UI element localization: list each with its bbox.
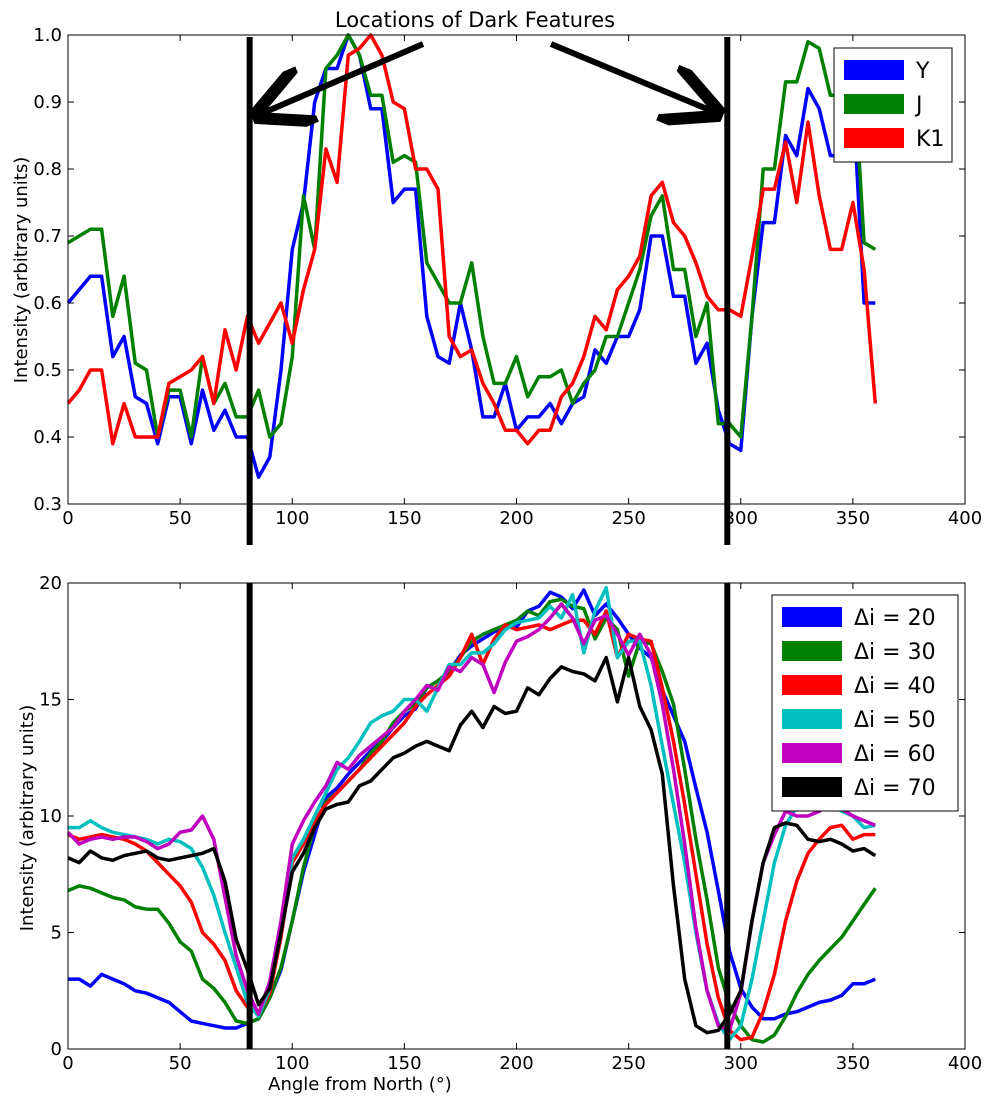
bottom-y-tick-label: 0 [51,1039,62,1060]
top-y-tick-label: 0.7 [33,226,62,247]
bottom-y-tick-label: 15 [39,690,62,711]
top-x-tick-label: 50 [169,508,192,529]
bottom-x-tick-label: 250 [611,1053,645,1074]
top-plot-area [68,35,965,504]
arrow-left [263,41,425,113]
bottom-legend-label: Δi = 70 [854,776,936,801]
top-legend-label: J [914,93,923,118]
top-y-tick-label: 0.6 [33,293,62,314]
bottom-series-line-4 [68,585,876,1042]
top-x-ticks: 0 50 100 150 200 250 300 350 400 [62,35,982,529]
top-x-tick-label: 350 [836,508,870,529]
top-x-tick-label: 250 [611,508,645,529]
top-legend-swatch [844,94,904,114]
bottom-y-tick-label: 20 [39,573,62,594]
bottom-legend-swatch [782,607,842,627]
bottom-x-tick-label: 300 [724,1053,758,1074]
top-x-tick-label: 400 [948,508,982,529]
bottom-x-tick-label: 50 [169,1053,192,1074]
bottom-y-tick-label: 5 [51,923,62,944]
top-y-tick-label: 0.9 [33,92,62,113]
top-x-tick-label: 200 [499,508,533,529]
top-chart: 0 50 100 150 200 250 300 350 400 0.3 0.4 0.5 0.6 0.7… [11,25,982,529]
top-x-tick-label: 150 [387,508,421,529]
bottom-x-tick-label: 150 [387,1053,421,1074]
bottom-legend-label: Δi = 40 [854,674,936,699]
top-y-ticks: 0.3 0.4 0.5 0.6 0.7 0.8 0.9 1.0 [33,25,965,515]
bottom-chart: 0 50 100 150 200 250 300 350 400 0 5 10 15 20 Intens… [17,573,982,1095]
bottom-legend: Δi = 20 Δi = 30 Δi = 40 Δi = 50 Δi = 60 Δi = … [771,594,959,812]
dark-feature-lines [246,37,731,1049]
top-y-axis-label: Intensity (arbitrary units) [11,157,32,384]
bottom-y-axis-label: Intensity (arbitrary units) [17,705,38,932]
bottom-x-tick-label: 0 [62,1053,73,1074]
bottom-x-tick-label: 350 [836,1053,870,1074]
top-legend-label: K1 [916,127,944,152]
bottom-legend-swatch [782,777,842,797]
top-legend-swatch [844,60,904,80]
top-y-tick-label: 0.4 [33,427,62,448]
bottom-legend-label: Δi = 30 [854,640,936,665]
top-y-tick-label: 0.3 [33,494,62,515]
bottom-x-tick-label: 100 [275,1053,309,1074]
bottom-legend-swatch [782,709,842,729]
top-x-tick-label: 300 [724,508,758,529]
bottom-series-group [66,585,877,1044]
top-series-line-3 [66,33,878,446]
bottom-legend-label: Δi = 50 [854,708,936,733]
annotation-title: Locations of Dark Features [335,8,615,32]
bottom-legend-box [771,594,959,812]
dark-feature-annotations: Locations of Dark Features [250,8,728,1049]
top-y-tick-label: 1.0 [33,25,62,46]
bottom-x-tick-label: 400 [948,1053,982,1074]
bottom-x-ticks: 0 50 100 150 200 250 300 350 400 [62,583,982,1074]
top-legend-swatch [844,128,904,148]
bottom-legend-label: Δi = 20 [854,606,936,631]
arrow-right [549,41,712,111]
top-y-tick-label: 0.5 [33,360,62,381]
bottom-series-line-3 [67,609,876,1042]
top-x-tick-label: 0 [62,508,73,529]
bottom-x-axis-label: Angle from North (°) [268,1074,452,1095]
bottom-series-line-6 [67,655,877,1035]
bottom-legend-swatch [782,641,842,661]
bottom-y-tick-label: 10 [39,806,62,827]
bottom-legend-swatch [782,675,842,695]
bottom-legend-swatch [782,743,842,763]
bottom-legend-label: Δi = 60 [854,742,936,767]
top-x-tick-label: 100 [275,508,309,529]
bottom-x-tick-label: 200 [499,1053,533,1074]
bottom-y-ticks: 0 5 10 15 20 [39,573,965,1060]
top-legend: YJ K1 [833,47,953,163]
top-legend-label: Y [915,59,930,84]
top-y-tick-label: 0.8 [33,159,62,180]
top-series-group [66,33,878,479]
